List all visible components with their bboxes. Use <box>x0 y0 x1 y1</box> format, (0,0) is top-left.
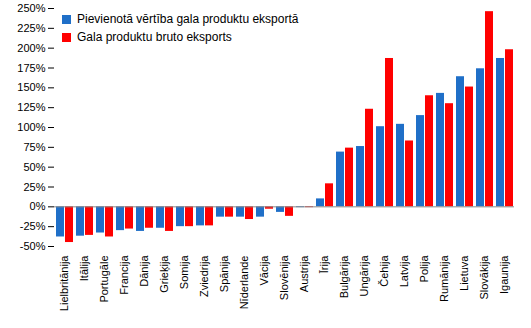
svg-text:250%: 250% <box>17 2 45 14</box>
svg-text:Īrija: Īrija <box>318 255 330 274</box>
html-text:Pievienotā vērtība gala produk: Pievienotā vērtība gala produktu eksport… <box>77 12 299 26</box>
svg-text:Somija: Somija <box>178 255 190 290</box>
svg-text:50%: 50% <box>23 161 45 173</box>
svg-text:200%: 200% <box>17 42 45 54</box>
svg-text:Spānija: Spānija <box>218 255 230 293</box>
svg-text:225%: 225% <box>17 22 45 34</box>
svg-text:Itālija: Itālija <box>78 255 90 282</box>
svg-text:Portugāle: Portugāle <box>98 256 110 303</box>
svg-text:175%: 175% <box>17 62 45 74</box>
svg-text:Slovēnija: Slovēnija <box>278 255 290 301</box>
svg-text:75%: 75% <box>23 141 45 153</box>
svg-text:Austrija: Austrija <box>298 255 310 293</box>
svg-text:Grieķija: Grieķija <box>158 255 170 293</box>
svg-text:Slovākija: Slovākija <box>478 255 490 300</box>
svg-text:Nīderlande: Nīderlande <box>238 256 250 310</box>
svg-text:Francija: Francija <box>118 255 130 295</box>
svg-text:Dānija: Dānija <box>138 255 150 287</box>
svg-text:25%: 25% <box>23 181 45 193</box>
html-text:Gala produktu bruto eksports: Gala produktu bruto eksports <box>77 30 232 44</box>
svg-text:Čehija: Čehija <box>378 255 390 287</box>
svg-text:Latvija: Latvija <box>398 255 410 288</box>
svg-text:Lietuva: Lietuva <box>458 255 470 291</box>
svg-text:Bulgārija: Bulgārija <box>338 255 350 299</box>
svg-text:Igaunija: Igaunija <box>498 255 510 294</box>
svg-text:150%: 150% <box>17 81 45 93</box>
svg-text:-25%: -25% <box>20 220 46 232</box>
svg-text:Ungārija: Ungārija <box>358 255 370 297</box>
svg-text:Zviedrija: Zviedrija <box>198 255 210 297</box>
svg-text:Polija: Polija <box>418 255 430 283</box>
svg-text:-50%: -50% <box>20 240 46 252</box>
svg-text:0%: 0% <box>30 200 46 212</box>
svg-text:125%: 125% <box>17 101 45 113</box>
svg-text:Rumānija: Rumānija <box>438 255 450 302</box>
svg-text:Vācija: Vācija <box>258 255 270 286</box>
svg-text:100%: 100% <box>17 121 45 133</box>
svg-text:Lielbritānija: Lielbritānija <box>58 255 70 312</box>
